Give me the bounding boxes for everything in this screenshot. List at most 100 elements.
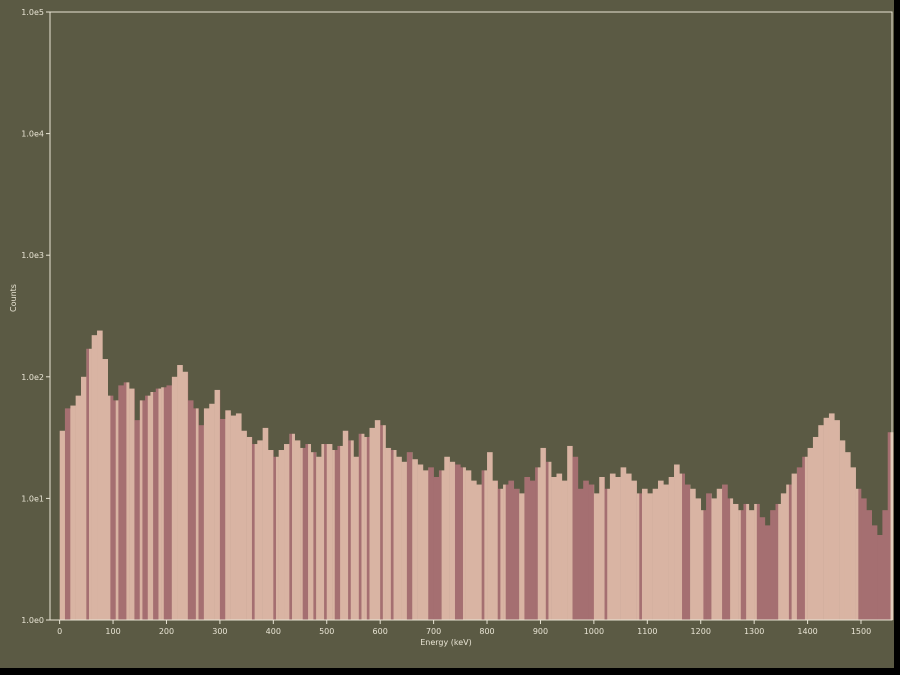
histogram-bin [561, 330, 568, 620]
x-tick-label: 700 [426, 627, 441, 636]
y-tick-label: 1.0e0 [21, 616, 44, 625]
histogram-bin [732, 330, 739, 620]
histogram-dark-band [64, 330, 71, 620]
histogram-bin [91, 330, 98, 620]
histogram-bin [780, 330, 787, 620]
histogram-dark-band [380, 330, 383, 620]
x-tick-label: 1200 [691, 627, 711, 636]
histogram-dark-band [118, 330, 127, 620]
histogram-bin [257, 330, 263, 620]
histogram-bin [113, 330, 119, 620]
histogram-bin [129, 330, 135, 620]
histogram-bin [289, 330, 295, 620]
histogram-bin [748, 330, 755, 620]
histogram-dark-band [756, 330, 779, 620]
histogram-dark-band [406, 330, 413, 620]
histogram-bin [380, 330, 386, 620]
histogram-bin [556, 330, 563, 620]
histogram-dark-band [858, 330, 891, 620]
histogram-bin [716, 330, 723, 620]
histogram-dark-band [302, 330, 309, 620]
histogram-bin [540, 330, 547, 620]
histogram-dark-band [358, 330, 362, 620]
y-tick-label: 1.0e3 [21, 251, 44, 260]
histogram-bin [401, 330, 408, 620]
histogram-bin [267, 330, 274, 620]
histogram-bin [818, 330, 824, 620]
histogram-bin [230, 330, 237, 620]
histogram-bin [203, 330, 210, 620]
histogram-bin [690, 330, 696, 620]
histogram-bin [834, 330, 840, 620]
histogram-dark-band [454, 330, 463, 620]
histogram-bin [412, 330, 418, 620]
histogram-bin [593, 330, 600, 620]
histogram-bin [567, 330, 573, 620]
histogram-bin [812, 330, 819, 620]
histogram-bin [337, 330, 344, 620]
histogram-bin [102, 330, 109, 620]
histogram-bin [417, 330, 424, 620]
y-axis-label: Counts [9, 284, 18, 312]
x-tick-label: 0 [57, 627, 62, 636]
histogram-fill [59, 330, 894, 620]
histogram-bin [262, 330, 269, 620]
histogram-bin [171, 330, 178, 620]
histogram-bin [823, 330, 830, 620]
y-tick-label: 1.0e2 [21, 373, 44, 382]
histogram-dark-band [366, 330, 370, 620]
histogram-bin [641, 330, 648, 620]
x-tick-label: 600 [373, 627, 388, 636]
x-tick-label: 400 [266, 627, 281, 636]
histogram-dark-band [703, 330, 712, 620]
histogram-bin [241, 330, 247, 620]
histogram-dark-band [796, 330, 805, 620]
histogram-dark-band [682, 330, 691, 620]
histogram-bin [273, 330, 279, 620]
histogram-bin [155, 330, 162, 620]
histogram-bin [326, 330, 333, 620]
histogram-bin [177, 330, 183, 620]
histogram-bin [465, 330, 472, 620]
histogram-dark-band [273, 330, 276, 620]
histogram-bin [369, 330, 376, 620]
histogram-bin [887, 330, 894, 620]
histogram-bin [348, 330, 354, 620]
histogram-bin [844, 330, 851, 620]
histogram-bin [123, 330, 130, 620]
histogram-bin [246, 330, 253, 620]
histogram-bin [877, 330, 883, 620]
histogram-dark-band [86, 330, 90, 620]
histogram-dark-band [251, 330, 255, 620]
histogram-dark-band [163, 330, 172, 620]
histogram-bin [674, 330, 680, 620]
histogram-bin [385, 330, 392, 620]
histogram-dark-band [187, 330, 196, 620]
histogram-dark-band [334, 330, 341, 620]
histogram-bin [444, 330, 450, 620]
histogram-bin [668, 330, 675, 620]
histogram-dark-band [134, 330, 140, 620]
histogram-bin [791, 330, 798, 620]
histogram-bin [193, 330, 199, 620]
x-tick-label: 200 [159, 627, 174, 636]
histogram-bin [80, 330, 87, 620]
histogram-dark-band [722, 330, 731, 620]
x-tick-label: 1400 [797, 627, 817, 636]
histogram-bin [652, 330, 659, 620]
x-tick-label: 800 [479, 627, 494, 636]
histogram-bin [620, 330, 627, 620]
histogram-bin [481, 330, 488, 620]
histogram-bin [850, 330, 856, 620]
x-tick-label: 900 [533, 627, 548, 636]
histogram-bin [145, 330, 151, 620]
histogram-bin [695, 330, 702, 620]
histogram-dark-band [153, 330, 159, 620]
histogram-bin [86, 330, 92, 620]
histogram-bin [471, 330, 477, 620]
histogram-bin [182, 330, 189, 620]
histogram-bin [828, 330, 835, 620]
x-tick-label: 300 [212, 627, 227, 636]
histogram-bin [251, 330, 258, 620]
